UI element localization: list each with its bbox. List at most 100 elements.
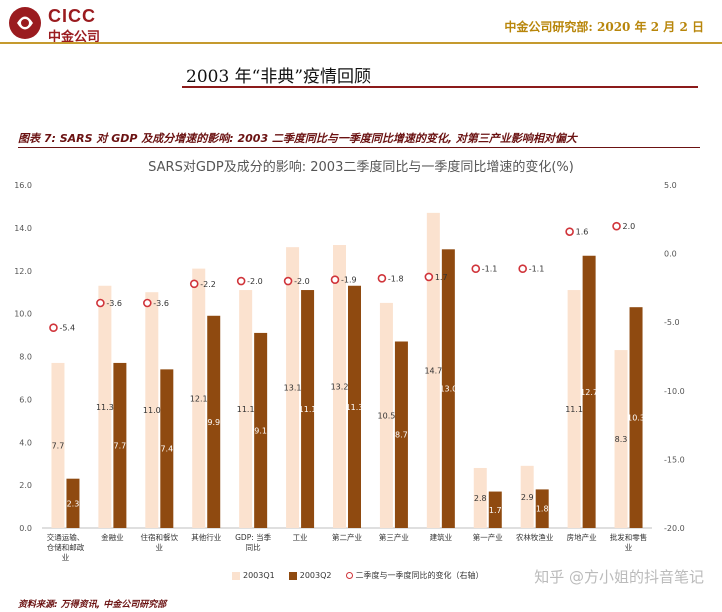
change-label: -1.1 [482, 265, 498, 274]
cicc-logo-icon [9, 7, 41, 39]
change-label: 1.7 [435, 273, 448, 282]
bar-q1 [145, 292, 159, 528]
logo-subtext: 中金公司 [48, 30, 101, 45]
bar-q1 [473, 467, 487, 528]
bar-q2 [160, 369, 174, 528]
report-header: 中金公司研究部: 2020 年 2 月 2 日 [504, 20, 704, 34]
bar-q2 [66, 478, 80, 528]
change-label: -2.0 [247, 277, 263, 286]
change-point [189, 279, 199, 289]
section-title: 2003 年“非典”疫情回顾 [186, 67, 372, 87]
change-label: -3.6 [153, 299, 169, 308]
change-label: -5.4 [59, 324, 75, 333]
change-point [143, 298, 152, 308]
x-tick-label: 仓储和邮政 [47, 542, 85, 552]
y-right-tick-label: 0.0 [664, 250, 677, 259]
bar-q2-label: 11.3 [346, 403, 364, 412]
change-label: -1.8 [388, 274, 404, 283]
chart: 0.0 2.0 4.0 6.0 8.0 10.0 12.0 14.0 16.0 -20.0 -15.… [14, 181, 685, 562]
figure-caption: 图表 7: SARS 对 GDP 及成分增速的影响: 2003 二季度同比与一季… [18, 132, 577, 145]
bar-q1 [614, 350, 628, 528]
change-point [424, 272, 434, 282]
change-point [236, 276, 246, 286]
bar-q2-label: 2.3 [67, 499, 80, 508]
bar-q2-label: 13.0 [439, 385, 457, 394]
bar-q2-label: 8.7 [395, 431, 408, 440]
change-point [612, 221, 621, 231]
legend-label-q1: 2003Q1 [243, 571, 275, 580]
bar-q1-label: 7.7 [52, 441, 65, 450]
change-point [330, 275, 340, 284]
change-point [518, 264, 527, 273]
bar-q2 [254, 332, 268, 528]
x-tick-label: GDP: 当季 [235, 532, 272, 542]
y-left-tick-label: 10.0 [14, 310, 32, 319]
x-tick-label: 房地产业 [567, 532, 597, 542]
bar-q1 [426, 212, 440, 528]
x-tick-label: 业 [625, 542, 633, 552]
x-tick-label: 业 [156, 542, 164, 552]
bar-q2 [113, 362, 127, 528]
bar-q2-label: 12.7 [580, 388, 598, 397]
x-tick-label: 批发和零售 [610, 532, 648, 542]
bar-q2-label: 7.4 [160, 445, 173, 454]
change-point [377, 273, 387, 283]
x-tick-label: 金融业 [101, 532, 124, 542]
x-tick-label: 住宿和餐饮 [141, 532, 179, 542]
caption-rule [18, 147, 700, 148]
bar-q2 [441, 249, 455, 528]
bar-q1 [192, 268, 206, 528]
section-rule [182, 86, 698, 88]
bar-q1-label: 13.1 [284, 384, 302, 393]
x-tick-label: 建筑业 [430, 532, 453, 542]
bar-q1 [286, 247, 300, 528]
y-left-tick-label: 14.0 [14, 224, 32, 233]
x-tick-label: 工业 [293, 532, 308, 542]
bar-q2-label: 10.3 [627, 414, 645, 423]
bar-q2-label: 11.1 [299, 405, 317, 414]
change-label: -3.6 [106, 299, 122, 308]
legend-label-q2: 2003Q2 [299, 571, 332, 580]
bar-q2-label: 1.8 [536, 505, 549, 514]
bar-q2 [582, 255, 596, 528]
legend-swatch-q1 [232, 571, 240, 580]
bar-q2-label: 7.7 [114, 441, 127, 450]
change-label: -1.1 [529, 265, 545, 274]
bar-q2 [488, 491, 502, 528]
change-label: 1.6 [576, 228, 589, 237]
y-left-tick-label: 8.0 [19, 353, 32, 362]
bar-q2 [348, 285, 361, 528]
y-left-tick-label: 0.0 [19, 524, 32, 533]
bar-q1-label: 11.1 [237, 405, 255, 414]
change-point [471, 264, 481, 273]
watermark: 知乎 @方小姐的抖音笔记 [534, 568, 704, 586]
bar-q1-label: 8.3 [615, 435, 628, 444]
y-right-tick-label: -15.0 [664, 455, 685, 464]
cicc-logo: CICC 中金公司 [8, 6, 158, 45]
y-left-tick-label: 4.0 [19, 438, 32, 447]
bar-q2 [629, 307, 643, 528]
y-right-tick-label: -20.0 [664, 524, 685, 533]
x-tick-label: 农林牧渔业 [516, 532, 554, 542]
y-right-tick-label: -10.0 [664, 387, 685, 396]
bar-q1 [239, 290, 253, 528]
bar-q1-label: 11.1 [565, 405, 583, 414]
bar-q2-label: 1.7 [489, 506, 502, 515]
legend-item-change: 二季度与一季度同比的变化（右轴） [345, 570, 484, 581]
bar-q1-label: 14.7 [424, 366, 442, 375]
bar-q1-label: 2.9 [521, 493, 534, 502]
x-tick-label: 第三产业 [379, 532, 409, 542]
bar-q1-label: 12.1 [190, 394, 208, 403]
y-left-tick-label: 16.0 [14, 181, 32, 190]
change-label: -2.0 [294, 277, 310, 286]
header-rule [0, 42, 722, 44]
x-tick-label: 交通运输、 [47, 532, 85, 542]
bar-q1-label: 10.5 [378, 411, 396, 420]
change-point [565, 227, 574, 236]
bar-q2 [207, 315, 221, 528]
change-point [283, 276, 293, 286]
change-label: 2.0 [623, 222, 636, 231]
y-left-tick-label: 2.0 [19, 481, 32, 490]
legend-item-q2: 2003Q2 [288, 571, 332, 580]
change-label: -2.2 [200, 280, 216, 289]
